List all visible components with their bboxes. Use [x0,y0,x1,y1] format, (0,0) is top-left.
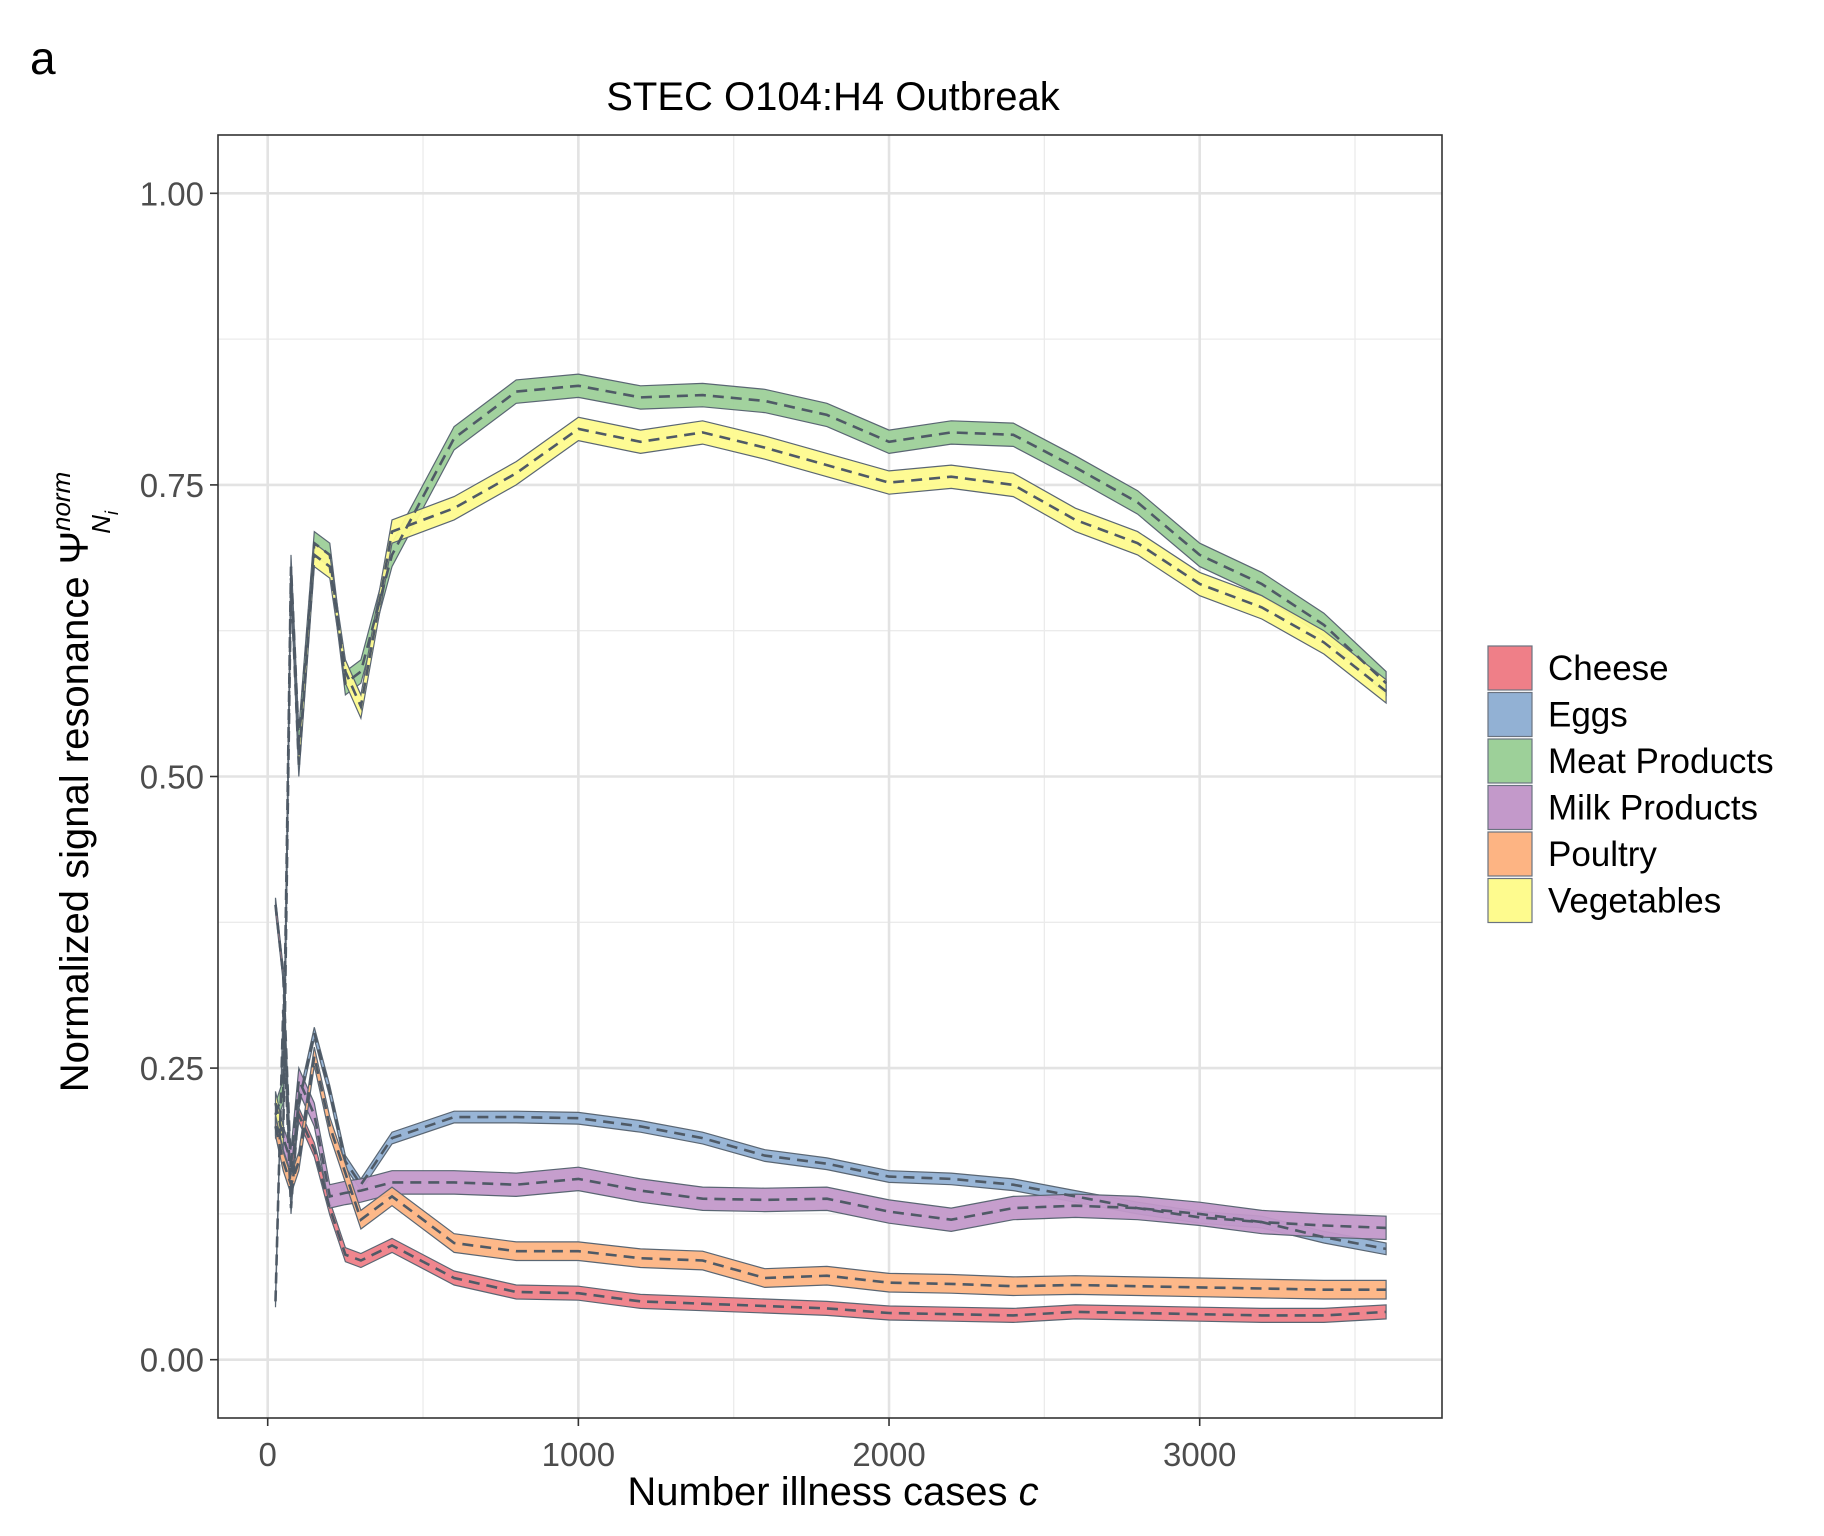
legend-label-poultry: Poultry [1548,835,1657,874]
y-axis-subscript: N [86,515,116,534]
legend-label-cheese: Cheese [1548,649,1669,688]
x-axis-ticks: 0 1000 2000 3000 [259,1418,1236,1473]
legend-label-milk-products: Milk Products [1548,789,1758,828]
x-axis-title: Number illness cases c [627,1470,1038,1514]
line-meat-products [274,384,1387,1116]
legend-key-poultry [1487,831,1533,877]
y-axis-title-main: Normalized signal resonance [53,576,97,1092]
x-axis-title-main: Number illness cases [627,1470,1007,1514]
y-tick-label: 0.00 [140,1342,204,1379]
legend: Cheese Eggs Meat Products Milk Products Poul… [1487,645,1774,924]
x-axis-variable: c [1019,1470,1039,1514]
y-axis-superscript: norm [46,472,76,531]
y-tick-label: 1.00 [140,175,204,212]
chart-title: STEC O104:H4 Outbreak [606,75,1061,119]
y-axis-ticks: 0.00 0.25 0.50 0.75 1.00 [140,175,218,1379]
x-tick-label: 0 [259,1436,277,1473]
band-eggs [274,1003,1387,1308]
band-cheese [274,897,1387,1324]
legend-key-cheese [1487,645,1533,691]
y-tick-label: 0.25 [140,1050,204,1087]
y-axis-title: Normalized signal resonance Ψnorm Ni [46,472,122,1093]
series-bands [274,373,1387,1324]
band-poultry [274,1046,1387,1300]
series-lines [274,384,1387,1317]
legend-label-meat-products: Meat Products [1548,742,1774,781]
legend-key-vegetables [1487,877,1533,924]
legend-label-vegetables: Vegetables [1548,882,1721,921]
x-tick-label: 2000 [852,1436,925,1473]
band-milk-products [274,1065,1387,1241]
panel-tag: a [30,32,56,84]
y-tick-label: 0.50 [140,759,204,796]
band-vegetables [274,416,1387,1150]
legend-key-eggs [1487,691,1533,738]
x-tick-label: 1000 [542,1436,615,1473]
legend-key-milk-products [1487,784,1533,831]
legend-key-meat-products [1487,738,1533,784]
line-cheese [274,904,1387,1317]
line-vegetables [274,427,1387,1139]
y-tick-label: 0.75 [140,467,204,504]
y-axis-symbol: Ψ [53,531,97,564]
legend-label-eggs: Eggs [1548,696,1628,735]
y-axis-subsubscript: i [102,510,122,515]
x-tick-label: 3000 [1163,1436,1236,1473]
line-eggs [274,1009,1387,1302]
